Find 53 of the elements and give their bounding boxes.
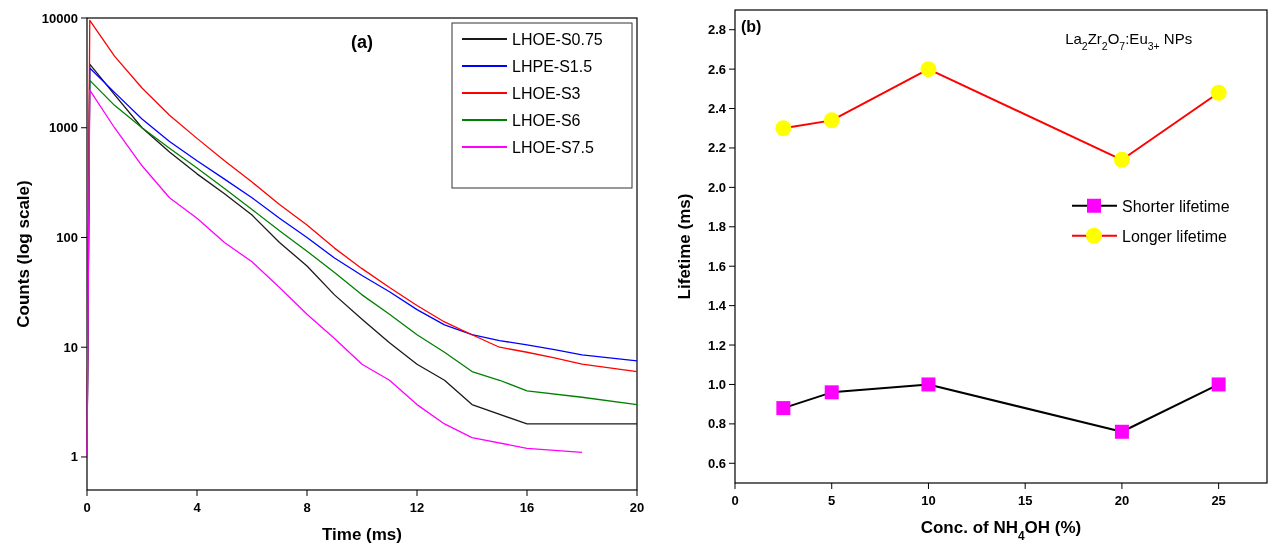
point <box>824 385 839 400</box>
text: (a) <box>351 32 373 52</box>
y-tick-label: 10000 <box>41 10 78 26</box>
x-tick-label: 0 <box>83 500 91 515</box>
y-tick-label: 1.0 <box>707 376 726 392</box>
y-tick-label: 2.8 <box>707 22 726 38</box>
x-axis-title: Time (ms) <box>322 525 402 544</box>
x-tick-label: 20 <box>629 500 645 515</box>
legend-label: LHOE-S7.5 <box>512 139 594 156</box>
legend-label: LHOE-S6 <box>512 112 581 129</box>
x-tick-label: 8 <box>303 500 311 515</box>
x-tick-label: 12 <box>409 500 425 515</box>
y-tick-label: 1.8 <box>707 219 726 235</box>
x-tick-label: 15 <box>1017 493 1033 508</box>
x-tick-label: 5 <box>828 493 836 508</box>
y-axis-title: Lifetime (ms) <box>675 193 694 300</box>
y-tick-label: 2.0 <box>707 179 726 195</box>
text: (b) <box>741 18 762 35</box>
x-axis-title: Conc. of NH$_{4}$OH (%) <box>920 518 1082 543</box>
x-tick-label: 0 <box>731 493 739 508</box>
legend-label: LHOE-S0.75 <box>512 31 603 48</box>
y-tick-label: 1 <box>70 449 78 465</box>
point <box>775 120 792 137</box>
legend-label: LHPE-S1.5 <box>512 58 593 75</box>
x-tick-label: 16 <box>519 500 535 515</box>
y-tick-label: 1.2 <box>707 337 726 353</box>
y-tick-label: 10 <box>63 339 78 355</box>
y-tick-label: 100 <box>56 229 78 245</box>
x-tick-label: 4 <box>193 500 202 515</box>
y-tick-label: 2.2 <box>707 140 726 156</box>
x-tick-label: 25 <box>1211 493 1226 508</box>
legend-label: LHOE-S3 <box>512 85 581 102</box>
point <box>921 377 936 392</box>
point <box>1113 151 1130 168</box>
legend-label: Shorter lifetime <box>1122 197 1230 215</box>
point <box>1114 424 1129 439</box>
point <box>1210 84 1227 101</box>
y-tick-label: 1000 <box>49 120 78 136</box>
x-tick-label: 10 <box>921 493 936 508</box>
y-tick-label: 0.8 <box>707 416 726 432</box>
y-tick-label: 2.4 <box>707 101 727 117</box>
y-tick-label: 1.6 <box>707 258 726 274</box>
point <box>823 112 840 129</box>
point <box>920 61 937 78</box>
y-tick-label: 0.6 <box>707 455 726 471</box>
y-tick-label: 1.4 <box>707 298 727 314</box>
y-tick-label: 2.6 <box>707 61 726 77</box>
point <box>1211 377 1226 392</box>
point <box>776 401 791 416</box>
y-axis-title: Counts (log scale) <box>14 180 33 328</box>
text: La$_{2}$Zr$_{2}$O$_{7}$:Eu$_{3+}$ NPs <box>1065 30 1193 52</box>
legend-label: Longer lifetime <box>1122 227 1228 245</box>
x-tick-label: 20 <box>1114 493 1130 508</box>
